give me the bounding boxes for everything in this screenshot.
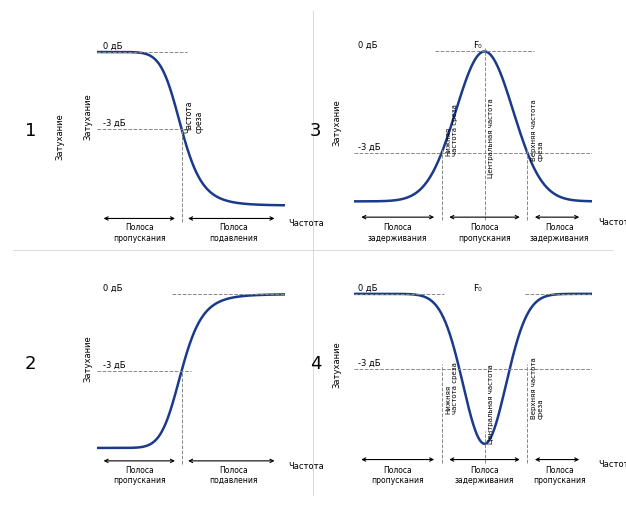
Text: Нижняя
частота среза: Нижняя частота среза — [445, 363, 458, 415]
Text: 4: 4 — [310, 355, 321, 373]
Text: Полоса
подавления: Полоса подавления — [209, 223, 257, 243]
Text: 3: 3 — [310, 122, 321, 140]
Text: Верхняя частота
среза: Верхняя частота среза — [531, 358, 544, 420]
Text: Частота: Частота — [289, 462, 324, 471]
Text: -3 дБ: -3 дБ — [103, 361, 125, 370]
Text: Затухание: Затухание — [55, 113, 64, 160]
Text: 0 дБ: 0 дБ — [359, 284, 378, 293]
Text: Полоса
пропускания: Полоса пропускания — [371, 466, 424, 485]
Text: Нижняя
частота среза: Нижняя частота среза — [445, 105, 458, 156]
Text: Полоса
пропускания: Полоса пропускания — [113, 223, 166, 243]
Text: -3 дБ: -3 дБ — [359, 142, 381, 152]
Text: Частота: Частота — [598, 218, 626, 227]
Text: Полоса
пропускания: Полоса пропускания — [458, 223, 511, 243]
Text: Полоса
задерживания: Полоса задерживания — [530, 223, 589, 243]
Text: Полоса
пропускания: Полоса пропускания — [533, 466, 586, 485]
Text: 0 дБ: 0 дБ — [103, 284, 122, 293]
Text: Частота: Частота — [289, 219, 324, 228]
Text: F₀: F₀ — [473, 284, 482, 293]
Text: Полоса
задерживания: Полоса задерживания — [368, 223, 428, 243]
Text: Частота: Частота — [598, 460, 626, 469]
Text: 0 дБ: 0 дБ — [103, 42, 122, 51]
Text: Полоса
задерживания: Полоса задерживания — [454, 466, 515, 485]
Text: Затухание: Затухание — [332, 99, 342, 146]
Text: Центральная частота: Центральная частота — [488, 98, 494, 178]
Text: Частота
среза: Частота среза — [184, 100, 203, 133]
Text: -3 дБ: -3 дБ — [359, 359, 381, 368]
Text: Затухание: Затухание — [83, 93, 92, 140]
Text: Затухание: Затухание — [83, 336, 92, 382]
Text: Верхняя частота
среза: Верхняя частота среза — [531, 99, 544, 161]
Text: Полоса
пропускания: Полоса пропускания — [113, 466, 166, 485]
Text: 1: 1 — [25, 122, 36, 140]
Text: 2: 2 — [25, 355, 36, 373]
Text: 0 дБ: 0 дБ — [359, 41, 378, 51]
Text: Затухание: Затухание — [332, 341, 342, 388]
Text: Полоса
подавления: Полоса подавления — [209, 466, 257, 485]
Text: Центральная частота: Центральная частота — [488, 365, 494, 444]
Text: -3 дБ: -3 дБ — [103, 119, 125, 128]
Text: F₀: F₀ — [473, 41, 482, 51]
